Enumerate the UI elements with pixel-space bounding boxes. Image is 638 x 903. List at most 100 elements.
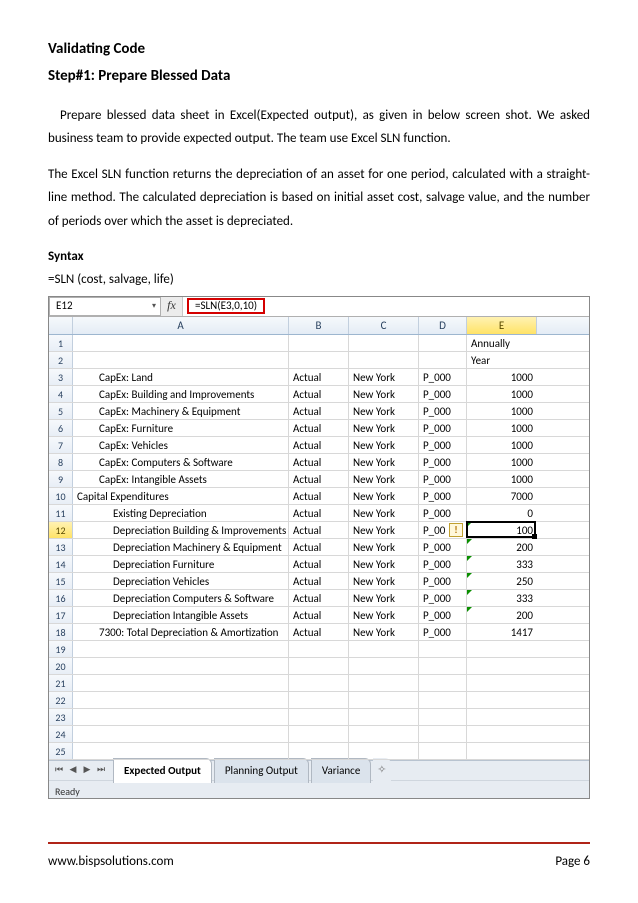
cell[interactable]: P_000 [419,437,467,453]
cell[interactable]: P_000 [419,505,467,521]
cell[interactable] [419,726,467,742]
cell[interactable]: Annually [467,335,537,351]
cell[interactable]: New York [349,556,419,572]
cell[interactable]: CapEx: Computers & Software [73,454,289,470]
cell[interactable]: 1000 [467,471,537,487]
cell[interactable]: Actual [289,386,349,402]
cell[interactable] [419,641,467,657]
cell[interactable]: P_000 [419,420,467,436]
row-number[interactable]: 7 [49,437,73,453]
cell[interactable]: New York [349,539,419,555]
cell[interactable]: Depreciation Computers & Software [73,590,289,606]
cell[interactable] [349,641,419,657]
cell[interactable] [289,658,349,674]
cell[interactable]: 250 [467,573,537,589]
cell[interactable]: P_000 [419,573,467,589]
cell[interactable] [419,692,467,708]
cell[interactable]: Existing Depreciation [73,505,289,521]
cell[interactable]: Depreciation Machinery & Equipment [73,539,289,555]
cell[interactable]: 1000 [467,386,537,402]
cell[interactable] [349,658,419,674]
row-number[interactable]: 21 [49,675,73,691]
cell[interactable]: 1000 [467,369,537,385]
cell[interactable]: New York [349,573,419,589]
row-number[interactable]: 23 [49,709,73,725]
row-number[interactable]: 15 [49,573,73,589]
cell[interactable] [349,692,419,708]
cell[interactable] [73,692,289,708]
cell[interactable]: P_000 [419,403,467,419]
row-number[interactable]: 20 [49,658,73,674]
cell[interactable]: 1000 [467,437,537,453]
cell[interactable]: New York [349,369,419,385]
cell[interactable]: Actual [289,539,349,555]
row-number[interactable]: 12 [49,522,73,538]
cell[interactable]: 0 [467,505,537,521]
cell[interactable] [349,726,419,742]
cell[interactable]: 200 [467,607,537,623]
cell[interactable]: 200 [467,539,537,555]
row-number[interactable]: 5 [49,403,73,419]
sheet-tab-planning-output[interactable]: Planning Output [214,758,309,783]
select-all-corner[interactable] [49,317,73,334]
cell[interactable] [73,658,289,674]
cell[interactable]: Depreciation Building & Improvements [73,522,289,538]
cell[interactable] [289,743,349,759]
formula-field[interactable]: =SLN(E3,0,10) [183,297,589,316]
cell[interactable]: Actual [289,556,349,572]
col-header-D[interactable]: D [419,317,467,334]
row-number[interactable]: 4 [49,386,73,402]
cell[interactable]: P_000 [419,471,467,487]
cell[interactable]: P_000 [419,556,467,572]
cell[interactable]: New York [349,522,419,538]
cell[interactable] [467,692,537,708]
cell[interactable]: P_000 [419,590,467,606]
row-number[interactable]: 8 [49,454,73,470]
cell[interactable] [289,641,349,657]
cell[interactable] [73,709,289,725]
cell[interactable]: P_000 [419,624,467,640]
cell[interactable] [419,743,467,759]
cell[interactable] [289,692,349,708]
cell[interactable]: P_000 [419,386,467,402]
cell[interactable]: New York [349,386,419,402]
cell[interactable]: CapEx: Intangible Assets [73,471,289,487]
cell[interactable] [289,335,349,351]
cell[interactable]: Actual [289,369,349,385]
cell[interactable] [73,675,289,691]
sheet-tab-variance[interactable]: Variance [311,758,371,783]
cell[interactable] [73,335,289,351]
cell[interactable]: P_000 [419,454,467,470]
row-number[interactable]: 19 [49,641,73,657]
cell[interactable]: Actual [289,488,349,504]
row-number[interactable]: 24 [49,726,73,742]
row-number[interactable]: 2 [49,352,73,368]
cell[interactable]: Year [467,352,537,368]
new-sheet-icon[interactable]: ✧ [373,758,390,782]
cell[interactable]: Actual [289,454,349,470]
cell[interactable] [467,743,537,759]
tab-nav-last-icon[interactable]: ⏭ [95,762,107,778]
cell[interactable]: New York [349,505,419,521]
cell[interactable]: Depreciation Vehicles [73,573,289,589]
cell[interactable] [349,709,419,725]
cell[interactable]: CapEx: Machinery & Equipment [73,403,289,419]
col-header-E[interactable]: E [467,317,537,334]
tab-nav-first-icon[interactable]: ⏮ [53,762,65,778]
dropdown-icon[interactable]: ▾ [152,299,156,313]
cell[interactable]: 333 [467,556,537,572]
cell[interactable] [419,658,467,674]
cell[interactable]: Actual [289,505,349,521]
fx-icon[interactable]: fx [167,295,176,317]
cell[interactable]: 7000 [467,488,537,504]
cell[interactable]: 333 [467,590,537,606]
cell[interactable]: New York [349,590,419,606]
row-number[interactable]: 25 [49,743,73,759]
cell[interactable] [419,335,467,351]
cell[interactable] [73,352,289,368]
row-number[interactable]: 16 [49,590,73,606]
cell[interactable]: Actual [289,607,349,623]
row-number[interactable]: 10 [49,488,73,504]
cell[interactable]: 7300: Total Depreciation & Amortization [73,624,289,640]
cell[interactable]: 1000 [467,454,537,470]
